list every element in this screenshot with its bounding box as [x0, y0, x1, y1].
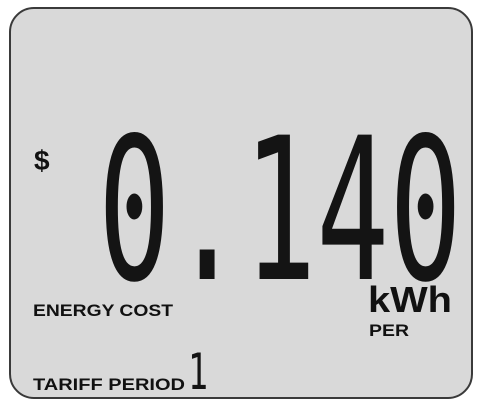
unit-prefix: PER	[369, 321, 409, 340]
reading-value: 0.140	[98, 95, 462, 326]
lcd-panel	[9, 7, 473, 399]
energy-cost-label: ENERGY COST	[33, 301, 174, 320]
currency-symbol: $	[34, 145, 50, 176]
unit-label: kWh	[368, 279, 452, 320]
tariff-period-value: 1	[188, 343, 208, 401]
tariff-period-label: TARIFF PERIOD	[33, 375, 185, 394]
